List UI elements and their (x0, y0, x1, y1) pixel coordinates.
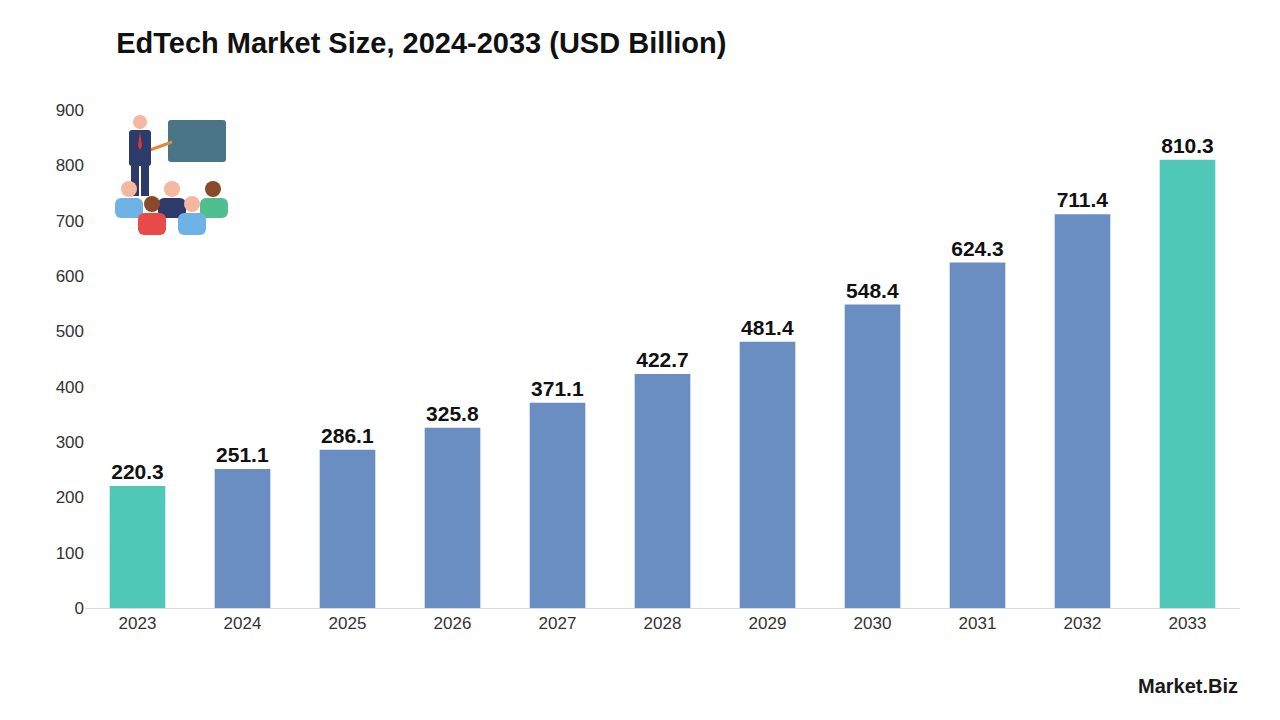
svg-text:810.3: 810.3 (1161, 134, 1214, 157)
svg-text:2026: 2026 (434, 614, 472, 633)
svg-text:325.8: 325.8 (426, 402, 479, 425)
svg-text:422.7: 422.7 (636, 348, 689, 371)
svg-text:600: 600 (56, 267, 84, 286)
svg-text:2025: 2025 (329, 614, 367, 633)
svg-text:2027: 2027 (539, 614, 577, 633)
svg-text:481.4: 481.4 (741, 316, 794, 339)
svg-text:2023: 2023 (119, 614, 157, 633)
svg-text:EdTech Market Size, 2024-2033: EdTech Market Size, 2024-2033 (USD Billi… (116, 27, 726, 59)
svg-text:100: 100 (56, 544, 84, 563)
svg-text:2029: 2029 (749, 614, 787, 633)
svg-text:220.3: 220.3 (111, 460, 164, 483)
svg-text:371.1: 371.1 (531, 377, 584, 400)
svg-text:2028: 2028 (644, 614, 682, 633)
svg-text:500: 500 (56, 322, 84, 341)
svg-text:800: 800 (56, 156, 84, 175)
svg-text:700: 700 (56, 212, 84, 231)
svg-text:711.4: 711.4 (1057, 188, 1109, 211)
svg-text:2024: 2024 (224, 614, 262, 633)
svg-text:286.1: 286.1 (321, 424, 374, 447)
svg-text:300: 300 (56, 433, 84, 452)
svg-text:548.4: 548.4 (846, 279, 899, 302)
svg-text:Market.Biz: Market.Biz (1138, 675, 1238, 697)
svg-text:200: 200 (56, 488, 84, 507)
svg-text:900: 900 (56, 101, 84, 120)
svg-text:400: 400 (56, 378, 84, 397)
svg-text:251.1: 251.1 (216, 443, 269, 466)
svg-text:2032: 2032 (1064, 614, 1102, 633)
svg-text:2030: 2030 (854, 614, 892, 633)
svg-text:2031: 2031 (959, 614, 997, 633)
svg-text:2033: 2033 (1169, 614, 1207, 633)
svg-text:624.3: 624.3 (951, 237, 1004, 260)
svg-text:0: 0 (75, 599, 84, 618)
